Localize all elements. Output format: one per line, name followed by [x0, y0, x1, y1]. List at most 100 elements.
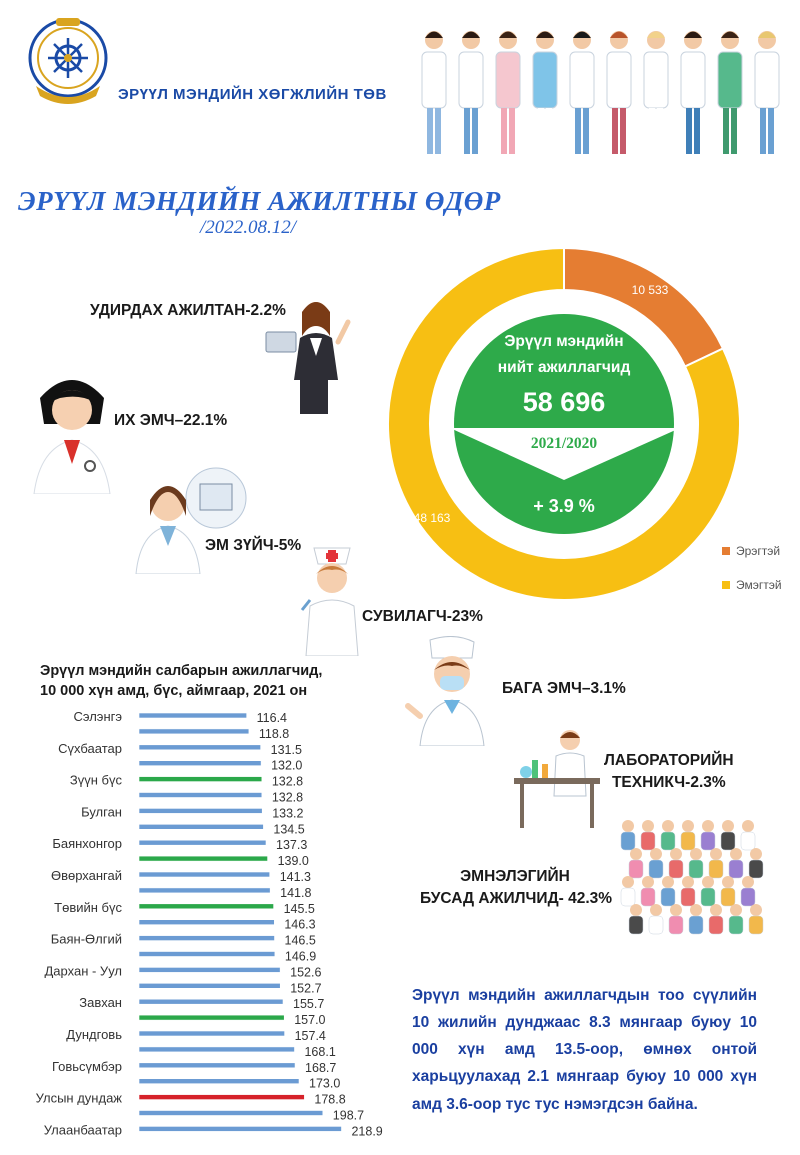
occupation-label-other-staff: ЭМНЭЛЭГИЙН БУСАД АЖИЛЧИД- 42.3% — [420, 866, 613, 911]
bar-value-label-14: 146.5 — [285, 934, 316, 948]
medical-staff-illustration — [421, 31, 780, 154]
occupation-label-pharmacists: ЭМ ЗҮЙЧ-5% — [205, 537, 302, 554]
bar-19 — [138, 1014, 285, 1021]
bar-value-label-10: 141.3 — [280, 870, 311, 884]
bar-value-label-17: 152.7 — [290, 981, 321, 995]
legend-swatch-female — [722, 581, 730, 589]
donut-center-change: + 3.9 % — [533, 496, 595, 516]
page-date: /2022.08.12/ — [200, 217, 297, 238]
donut-center-line2: нийт ажиллагчид — [498, 359, 631, 376]
comparison-arrow — [450, 428, 680, 480]
bar-value-label-5: 132.8 — [272, 791, 303, 805]
bar-category-label-0: Сэлэнгэ — [73, 709, 122, 724]
bar-value-label-8: 137.3 — [276, 838, 307, 852]
lab-label-line1: ЛАБОРАТОРИЙН — [604, 752, 734, 769]
bar-24 — [138, 1094, 305, 1100]
bar-value-label-26: 218.9 — [351, 1124, 382, 1138]
donut-value-male: 10 533 — [632, 283, 669, 297]
bar-22 — [138, 1062, 296, 1069]
lab-label-line2: ТЕХНИКЧ-2.3% — [611, 774, 726, 792]
occupation-label-doctors: ИХ ЭМЧ–22.1% — [114, 412, 228, 429]
bar-value-label-2: 131.5 — [271, 743, 302, 757]
donut-center-total: 58 696 — [523, 387, 606, 417]
occupation-label-junior-doctors: БАГА ЭМЧ–3.1% — [502, 680, 626, 697]
bar-category-label-24: Улсын дундаж — [36, 1091, 123, 1106]
bar-category-label-22: Говьсүмбэр — [52, 1059, 122, 1074]
manager-illustration — [265, 302, 351, 414]
bar-3 — [138, 760, 262, 767]
bar-20 — [138, 1030, 285, 1037]
bar-23 — [138, 1078, 300, 1085]
bar-21 — [138, 1046, 295, 1053]
occupation-label-nurses: СУВИЛАГЧ-23% — [362, 608, 483, 625]
bar-7 — [138, 824, 264, 830]
bar-category-label-10: Өвөрхангай — [51, 868, 122, 883]
bar-1 — [138, 728, 250, 735]
donut-center-line1: Эрүүл мэндийн — [504, 333, 623, 350]
doctor-illustration — [33, 380, 111, 494]
donut-legend: Эрэгтэй Эмэгтэй — [722, 544, 782, 592]
staff-gender-donut-chart: Эрүүл мэндийн нийт ажиллагчид 58 696 202… — [388, 248, 782, 601]
bar-value-label-22: 168.7 — [305, 1061, 336, 1075]
legend-swatch-male — [722, 547, 730, 555]
other-label-line1: ЭМНЭЛЭГИЙН — [460, 868, 570, 885]
bar-6 — [138, 808, 263, 814]
legend-label-female: Эмэгтэй — [736, 578, 782, 592]
bar-category-label-26: Улаанбаатар — [44, 1122, 122, 1137]
bar-4 — [138, 776, 263, 782]
page-title: ЭРҮҮЛ МЭНДИЙН АЖИЛТНЫ ӨДӨР — [18, 186, 501, 216]
bar-value-label-1: 118.8 — [259, 727, 289, 741]
pharmacist-illustration — [135, 467, 247, 574]
donut-value-female: 48 163 — [414, 511, 451, 525]
bar-value-label-20: 157.4 — [295, 1029, 326, 1043]
bar-category-label-2: Сүхбаатар — [58, 741, 122, 756]
summary-text: Эрүүл мэндийн ажиллагчдын тоо сүүлийн 10… — [412, 987, 757, 1113]
donut-slice-female — [388, 248, 741, 601]
donut-center-compare-label: 2021/2020 — [531, 435, 598, 452]
bar-category-label-12: Төвийн бүс — [54, 900, 122, 915]
bar-17 — [138, 982, 281, 989]
bar-chart-title: Эрүүл мэндийн салбарын ажиллагчид, 10 00… — [40, 662, 322, 701]
bar-11 — [138, 887, 271, 894]
bar-13 — [138, 919, 275, 925]
bar-value-label-15: 146.9 — [285, 950, 316, 964]
bar-value-label-9: 139.0 — [278, 854, 309, 868]
bar-14 — [138, 935, 275, 941]
bar-value-label-18: 155.7 — [293, 997, 324, 1011]
other-label-line2: БУСАД АЖИЛЧИД- 42.3% — [420, 890, 613, 908]
bar-value-label-12: 145.5 — [284, 902, 315, 916]
bar-category-label-8: Баянхонгор — [52, 836, 122, 851]
staff-per-10000-bar-chart: 116.4 Сэлэнгэ 118.8 131.5 Сүхбаатар 132.0 132.… — [36, 709, 383, 1138]
nurse-illustration — [300, 547, 359, 656]
bar-category-label-14: Баян-Өлгий — [51, 932, 122, 947]
bar-value-label-16: 152.6 — [290, 965, 321, 979]
other-staff-illustration — [620, 820, 764, 935]
occupation-label-lab-technicians: ЛАБОРАТОРИЙН ТЕХНИКЧ-2.3% — [604, 750, 734, 795]
bar-15 — [138, 951, 276, 957]
bar-value-label-4: 132.8 — [272, 775, 303, 789]
bar-category-label-4: Зүүн бүс — [70, 773, 123, 788]
legend-label-male: Эрэгтэй — [736, 544, 780, 558]
bar-18 — [138, 998, 284, 1005]
occupation-label-managers: УДИРДАХ АЖИЛТАН-2.2% — [90, 302, 286, 319]
donut-center — [454, 314, 674, 534]
bar-2 — [138, 744, 261, 751]
bar-value-label-25: 198.7 — [333, 1109, 364, 1123]
bar-0 — [138, 712, 247, 719]
bar-value-label-11: 141.8 — [280, 886, 311, 900]
bar-value-label-21: 168.1 — [304, 1045, 335, 1059]
bar-value-label-13: 146.3 — [284, 918, 315, 932]
bar-value-label-0: 116.4 — [257, 711, 287, 725]
bar-16 — [138, 967, 281, 973]
bar-category-label-20: Дундговь — [66, 1027, 122, 1042]
bar-value-label-7: 134.5 — [273, 822, 304, 836]
bar-10 — [138, 871, 271, 878]
bar-5 — [138, 792, 263, 798]
bar-value-label-6: 133.2 — [272, 806, 303, 820]
bar-category-label-16: Дархан - Уул — [45, 963, 123, 978]
organization-logo — [28, 18, 108, 104]
bar-26 — [138, 1126, 342, 1132]
bar-8 — [138, 839, 267, 846]
bar-value-label-3: 132.0 — [271, 759, 302, 773]
organization-name: ЭРҮҮЛ МЭНДИЙН ХӨГЖЛИЙН ТӨВ — [118, 86, 387, 103]
